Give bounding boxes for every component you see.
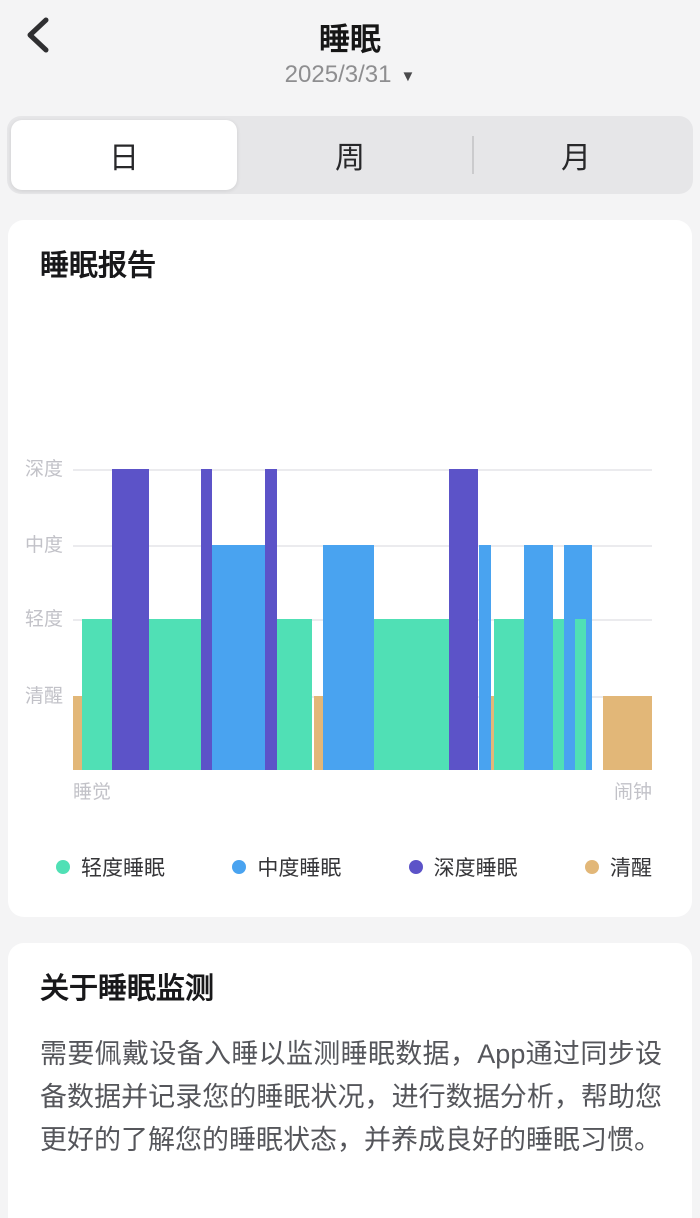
sleep-segment-medium <box>323 545 374 770</box>
sleep-segment-awake <box>314 696 323 770</box>
sleep-segment-light <box>374 619 449 770</box>
legend-dot-awake <box>584 860 599 874</box>
report-card-title: 睡眠报告 <box>40 250 157 282</box>
sleep-report-card: 睡眠报告 深度 中度 轻度 清醒 睡觉 闹钟 轻度睡眠 中度睡眠 深度睡眠 清醒 <box>8 220 692 917</box>
sleep-segment-awake <box>603 696 652 770</box>
legend-item-medium: 中度睡眠 <box>232 852 341 882</box>
sleep-segment-awake <box>73 696 82 770</box>
x-axis-label-sleep-start: 睡觉 <box>73 782 112 803</box>
sleep-segment-light <box>494 619 524 770</box>
x-axis-label-alarm: 闹钟 <box>613 782 652 803</box>
date-picker[interactable]: 2025/3/31 ▼ <box>0 58 700 92</box>
header: 睡眠 2025/3/31 ▼ <box>0 0 700 116</box>
legend-label-light: 轻度睡眠 <box>81 857 165 880</box>
dropdown-triangle-icon: ▼ <box>400 67 416 85</box>
legend-label-deep: 深度睡眠 <box>433 857 518 880</box>
tab-month-label: 月 <box>561 142 591 175</box>
sleep-segment-awake <box>491 696 494 770</box>
chart-legend: 轻度睡眠 中度睡眠 深度睡眠 清醒 <box>8 850 692 884</box>
tab-week[interactable]: 周 <box>237 120 463 190</box>
sleep-segment-light <box>553 619 564 770</box>
sleep-segment-deep <box>201 469 212 770</box>
sleep-segment-medium <box>524 545 553 770</box>
legend-item-awake: 清醒 <box>584 852 652 882</box>
sleep-segment-deep <box>449 469 478 770</box>
legend-label-medium: 中度睡眠 <box>257 857 342 880</box>
about-card-body: 需要佩戴设备入睡以监测睡眠数据，App通过同步设备数据并记录您的睡眠状况，进行数… <box>40 1039 662 1155</box>
sleep-segment-light <box>277 619 312 770</box>
tab-week-label: 周 <box>335 142 365 175</box>
back-button[interactable] <box>16 10 60 60</box>
tab-day-label: 日 <box>109 142 139 175</box>
y-axis-label-awake: 清醒 <box>25 686 64 707</box>
about-sleep-card: 关于睡眠监测 需要佩戴设备入睡以监测睡眠数据，App通过同步设备数据并记录您的睡… <box>8 943 692 1218</box>
back-chevron-icon <box>27 17 49 53</box>
sleep-segment-medium <box>479 545 491 770</box>
tab-divider <box>472 136 474 174</box>
sleep-segment-medium <box>212 545 265 770</box>
sleep-hypnogram-chart: 深度中度轻度清醒睡觉 闹钟 <box>8 220 692 820</box>
sleep-segment-light <box>575 619 586 770</box>
y-axis-label-light: 轻度 <box>25 609 64 630</box>
legend-item-light: 轻度睡眠 <box>56 852 165 882</box>
sleep-segment-deep <box>265 469 277 770</box>
y-axis-label-medium: 中度 <box>25 535 64 556</box>
about-card-title: 关于睡眠监测 <box>40 973 215 1005</box>
legend-dot-light <box>56 860 70 874</box>
y-axis-label-deep: 深度 <box>25 459 64 480</box>
page-title: 睡眠 <box>319 22 381 57</box>
tab-day[interactable]: 日 <box>11 120 237 190</box>
gridline-deep <box>73 469 652 471</box>
legend-item-deep: 深度睡眠 <box>408 852 518 882</box>
sleep-segment-light <box>149 619 201 770</box>
legend-label-awake: 清醒 <box>609 857 652 880</box>
tab-month[interactable]: 月 <box>463 120 689 190</box>
sleep-segment-light <box>82 619 112 770</box>
legend-dot-medium <box>232 860 247 874</box>
period-tab-bar: 日 周 月 <box>7 116 693 194</box>
date-value: 2025/3/31 <box>284 61 392 88</box>
legend-dot-deep <box>408 860 423 874</box>
sleep-segment-deep <box>112 469 149 770</box>
